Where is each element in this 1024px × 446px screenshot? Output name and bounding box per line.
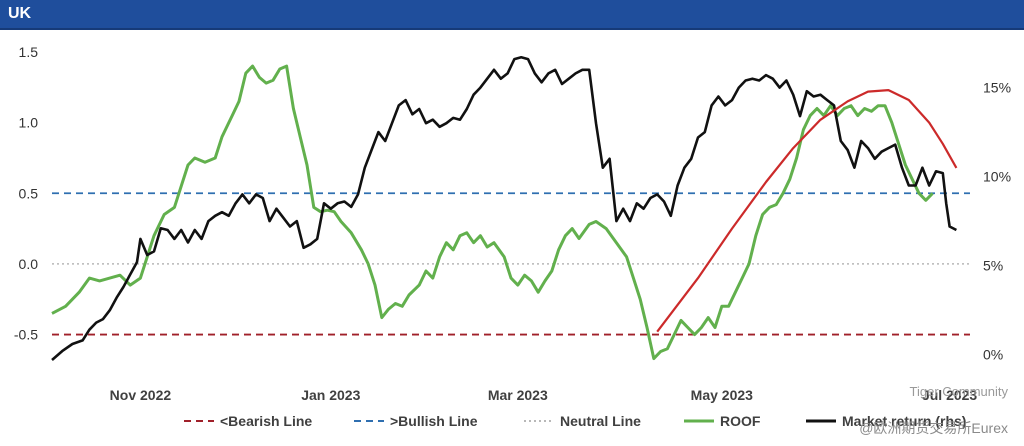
y-left-tick-0: 1.5 (19, 44, 39, 60)
y-axis-right: 15% 10% 5% 0% (983, 80, 1011, 363)
x-tick-1: Jan 2023 (301, 387, 360, 403)
chart-title-bar: UK (0, 0, 1024, 30)
y-right-tick-2: 5% (983, 258, 1003, 274)
x-tick-2: Mar 2023 (488, 387, 548, 403)
y-left-tick-2: 0.5 (19, 185, 39, 201)
y-left-tick-3: 0.0 (19, 256, 39, 272)
series-line-1 (51, 56, 957, 361)
y-left-tick-1: 1.0 (19, 115, 39, 131)
x-tick-0: Nov 2022 (110, 387, 172, 403)
y-left-tick-4: -0.5 (14, 327, 38, 343)
y-right-tick-0: 15% (983, 80, 1011, 96)
legend-label-2: Neutral Line (560, 413, 641, 429)
y-axis-left: 1.5 1.0 0.5 0.0 -0.5 (14, 44, 38, 343)
x-tick-3: May 2023 (691, 387, 753, 403)
legend-label-0: <Bearish Line (220, 413, 312, 429)
chart-title: UK (8, 5, 32, 22)
watermark-handle: @欧洲期货交易所Eurex (859, 420, 1008, 436)
series-layer (51, 56, 958, 361)
legend-label-4: Market return (rhs) (842, 413, 966, 429)
legend: <Bearish Line >Bullish Line Neutral Line RO… (184, 413, 966, 429)
y-right-tick-3: 0% (983, 347, 1003, 363)
annotation-arc (656, 89, 958, 333)
x-axis: Nov 2022 Jan 2023 Mar 2023 May 2023 Jul 2023 (110, 387, 978, 403)
legend-label-3: ROOF (720, 413, 761, 429)
legend-label-1: >Bullish Line (390, 413, 478, 429)
line-chart: 1.5 1.0 0.5 0.0 -0.5 15% 10% 5% 0% Nov 2022 Jan … (14, 44, 1011, 429)
watermark-community: Tiger Community (909, 384, 1008, 399)
series-line-0 (51, 64, 934, 361)
y-right-tick-1: 10% (983, 169, 1011, 185)
x-tick-4: Jul 2023 (922, 387, 977, 403)
reference-lines (52, 192, 970, 336)
